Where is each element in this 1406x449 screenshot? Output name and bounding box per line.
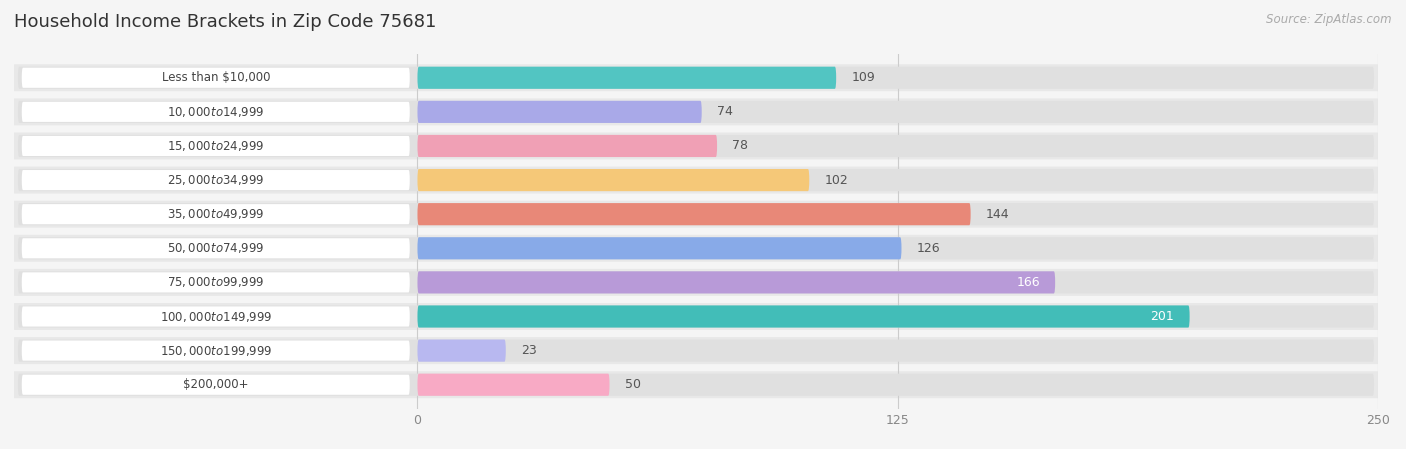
- Text: $15,000 to $24,999: $15,000 to $24,999: [167, 139, 264, 153]
- Text: 78: 78: [733, 140, 748, 153]
- FancyBboxPatch shape: [18, 66, 1374, 89]
- Text: $200,000+: $200,000+: [183, 378, 249, 391]
- FancyBboxPatch shape: [14, 337, 1378, 364]
- FancyBboxPatch shape: [21, 340, 409, 361]
- Text: $35,000 to $49,999: $35,000 to $49,999: [167, 207, 264, 221]
- FancyBboxPatch shape: [418, 271, 1054, 294]
- Text: 50: 50: [624, 378, 641, 391]
- FancyBboxPatch shape: [14, 269, 1378, 296]
- Text: $100,000 to $149,999: $100,000 to $149,999: [159, 309, 271, 323]
- FancyBboxPatch shape: [21, 204, 409, 224]
- FancyBboxPatch shape: [418, 237, 901, 260]
- FancyBboxPatch shape: [21, 374, 409, 395]
- FancyBboxPatch shape: [14, 201, 1378, 228]
- FancyBboxPatch shape: [21, 102, 409, 122]
- Text: 126: 126: [917, 242, 941, 255]
- Text: $75,000 to $99,999: $75,000 to $99,999: [167, 275, 264, 290]
- FancyBboxPatch shape: [14, 132, 1378, 159]
- Text: 109: 109: [852, 71, 876, 84]
- Text: Source: ZipAtlas.com: Source: ZipAtlas.com: [1267, 13, 1392, 26]
- FancyBboxPatch shape: [14, 303, 1378, 330]
- Text: Less than $10,000: Less than $10,000: [162, 71, 270, 84]
- Text: $25,000 to $34,999: $25,000 to $34,999: [167, 173, 264, 187]
- FancyBboxPatch shape: [18, 135, 1374, 157]
- FancyBboxPatch shape: [18, 271, 1374, 294]
- Text: $150,000 to $199,999: $150,000 to $199,999: [159, 343, 271, 357]
- FancyBboxPatch shape: [418, 374, 610, 396]
- Text: 74: 74: [717, 106, 733, 119]
- Text: 166: 166: [1017, 276, 1040, 289]
- FancyBboxPatch shape: [418, 135, 717, 157]
- FancyBboxPatch shape: [18, 101, 1374, 123]
- FancyBboxPatch shape: [18, 305, 1374, 328]
- FancyBboxPatch shape: [18, 203, 1374, 225]
- FancyBboxPatch shape: [418, 339, 506, 362]
- FancyBboxPatch shape: [418, 203, 970, 225]
- FancyBboxPatch shape: [14, 371, 1378, 398]
- FancyBboxPatch shape: [18, 374, 1374, 396]
- Text: Household Income Brackets in Zip Code 75681: Household Income Brackets in Zip Code 75…: [14, 13, 436, 31]
- FancyBboxPatch shape: [21, 238, 409, 258]
- FancyBboxPatch shape: [18, 169, 1374, 191]
- FancyBboxPatch shape: [14, 167, 1378, 194]
- Text: $50,000 to $74,999: $50,000 to $74,999: [167, 241, 264, 255]
- Text: $10,000 to $14,999: $10,000 to $14,999: [167, 105, 264, 119]
- FancyBboxPatch shape: [21, 273, 409, 292]
- FancyBboxPatch shape: [18, 237, 1374, 260]
- FancyBboxPatch shape: [18, 339, 1374, 362]
- FancyBboxPatch shape: [21, 136, 409, 156]
- FancyBboxPatch shape: [14, 98, 1378, 125]
- FancyBboxPatch shape: [418, 101, 702, 123]
- FancyBboxPatch shape: [14, 64, 1378, 91]
- Text: 201: 201: [1150, 310, 1174, 323]
- Text: 23: 23: [522, 344, 537, 357]
- Text: 144: 144: [986, 208, 1010, 220]
- FancyBboxPatch shape: [418, 169, 810, 191]
- FancyBboxPatch shape: [21, 306, 409, 326]
- FancyBboxPatch shape: [21, 68, 409, 88]
- Text: 102: 102: [825, 174, 848, 187]
- FancyBboxPatch shape: [418, 66, 837, 89]
- FancyBboxPatch shape: [418, 305, 1189, 328]
- FancyBboxPatch shape: [21, 170, 409, 190]
- FancyBboxPatch shape: [14, 235, 1378, 262]
